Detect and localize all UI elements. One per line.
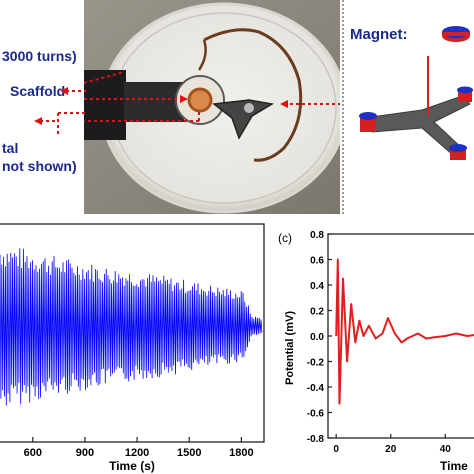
label-connectors — [34, 87, 86, 134]
photo-illustration — [84, 0, 340, 214]
panel-b-chart: 600 900 1200 1500 1800 Time (s) — [0, 223, 265, 473]
scaffold-schematic: Magnet: — [342, 0, 474, 214]
panel-b-xtick-label: 1800 — [229, 447, 253, 459]
panel-c-chart: (c) Potential (mV) -0.8 -0.6 -0.4 -0.2 0.0 0.… — [278, 230, 474, 473]
panel-c-ylabel: Potential (mV) — [284, 311, 296, 385]
panel-c-ytick-label: 0.0 — [310, 332, 324, 343]
y-scaffold — [363, 95, 471, 157]
metal-label: tal — [2, 140, 19, 156]
panel-b-xtick-label: 600 — [24, 447, 42, 459]
copper-wire — [203, 28, 303, 162]
scaffold — [212, 99, 275, 140]
panel-c-axes-frame — [327, 233, 474, 439]
setup-photo — [84, 0, 340, 214]
panel-c-label: (c) — [278, 231, 292, 245]
panel-c-xtick-label: 20 — [385, 444, 397, 455]
panel-b-signal — [0, 248, 263, 406]
panel-c-ytick-label: 0.8 — [310, 230, 324, 241]
panel-b-ticks: 600 900 1200 1500 1800 — [24, 437, 254, 459]
panel-c-ytick-label: -0.6 — [307, 409, 325, 420]
panel-b-axes-frame — [0, 223, 265, 443]
magnet-label: Magnet: — [350, 26, 408, 43]
panel-c-ytick-label: -0.4 — [307, 383, 325, 394]
panel-b-xlabel: Time (s) — [109, 459, 155, 473]
panel-b-signal-line — [0, 248, 263, 406]
panel-c-xtick-label: 0 — [333, 444, 339, 455]
panel-c-ytick-label: -0.2 — [307, 358, 325, 369]
not-shown-label: not shown) — [2, 158, 77, 174]
panel-b-xtick-label: 1500 — [177, 447, 201, 459]
panel-b-xtick-label: 900 — [76, 447, 94, 459]
panel-c-ytick-label: 0.4 — [310, 281, 324, 292]
panel-c-xtick-label: 40 — [440, 444, 452, 455]
panel-c-ytick-label: 0.6 — [310, 256, 324, 267]
panel-c-ticks: -0.8 -0.6 -0.4 -0.2 0.0 0.2 0.4 0.6 0.8 0 20 40 — [307, 230, 452, 455]
panel-c-xlabel: Time — [440, 459, 468, 473]
panel-c-ytick-label: 0.2 — [310, 307, 324, 318]
schematic-drawing — [359, 26, 473, 160]
scaffold-label: Scaffold — [10, 83, 66, 99]
panel-c-ytick-label: -0.8 — [307, 434, 325, 445]
panel-b-xtick-label: 1200 — [125, 447, 149, 459]
coil-label: 3000 turns) — [2, 48, 77, 64]
panel-c-signal — [335, 258, 474, 405]
